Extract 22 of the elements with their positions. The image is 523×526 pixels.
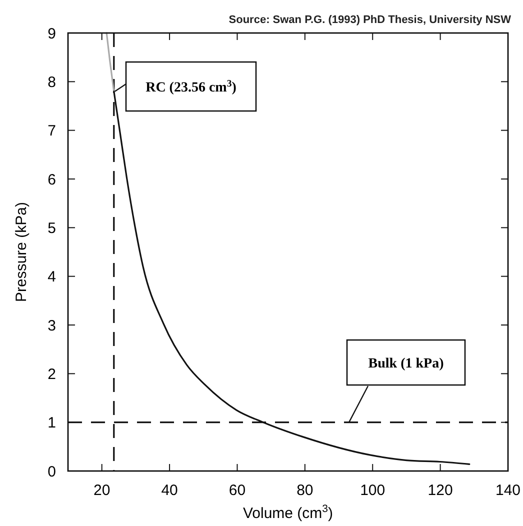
x-axis-title: Volume (cm$^{3}$) bbox=[242, 503, 334, 522]
y-tick-label: 8 bbox=[48, 74, 56, 91]
y-tick-label: 7 bbox=[48, 122, 56, 140]
ref-line-label: Bulk (1 kPa) bbox=[368, 356, 444, 372]
y-tick-label: 1 bbox=[48, 414, 56, 432]
y-tick-label: 0 bbox=[48, 463, 56, 480]
y-tick-label: 2 bbox=[48, 366, 56, 383]
y-tick-label: 4 bbox=[48, 268, 56, 286]
source-note: Source: Swan P.G. (1993) PhD Thesis, University NSW bbox=[228, 14, 512, 26]
y-tick-label: 3 bbox=[48, 317, 56, 334]
x-tick-label: 80 bbox=[296, 482, 314, 499]
y-tick-label: 9 bbox=[48, 25, 56, 42]
x-tick-label: 60 bbox=[228, 482, 246, 499]
y-tick-label: 6 bbox=[48, 171, 56, 188]
x-tick-label: 40 bbox=[161, 482, 178, 499]
x-tick-label: 120 bbox=[428, 482, 453, 499]
y-axis-title: Pressure (kPa) bbox=[13, 202, 30, 302]
y-tick-label: 5 bbox=[48, 220, 56, 237]
ref-line-label: RC (23.56 cm$^{3}$) bbox=[146, 78, 237, 96]
x-tick-label: 20 bbox=[94, 482, 110, 499]
x-tick-label: 140 bbox=[495, 482, 521, 499]
x-tick-label: 100 bbox=[360, 482, 386, 499]
